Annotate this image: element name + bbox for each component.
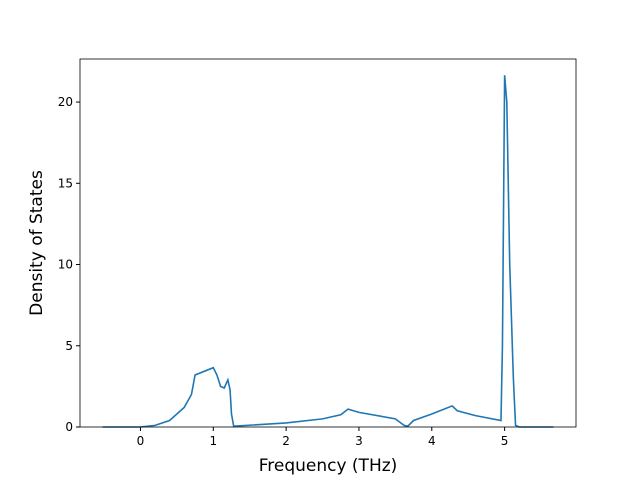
x-tick-label: 3 — [355, 434, 363, 448]
plot-frame — [79, 58, 577, 428]
line-series — [102, 75, 554, 428]
x-tick-label: 1 — [209, 434, 217, 448]
y-tick-label: 10 — [58, 258, 73, 272]
y-axis-label: Density of States — [27, 170, 47, 316]
y-tick-label: 5 — [65, 339, 73, 353]
x-tick-label: 2 — [282, 434, 290, 448]
x-axis-label: Frequency (THz) — [259, 456, 398, 476]
y-tick-label: 0 — [65, 420, 73, 434]
x-tick-label: 4 — [428, 434, 436, 448]
y-tick-label: 20 — [58, 95, 73, 109]
x-tick-label: 0 — [137, 434, 145, 448]
y-tick-label: 15 — [58, 176, 73, 190]
x-tick-label: 5 — [501, 434, 509, 448]
